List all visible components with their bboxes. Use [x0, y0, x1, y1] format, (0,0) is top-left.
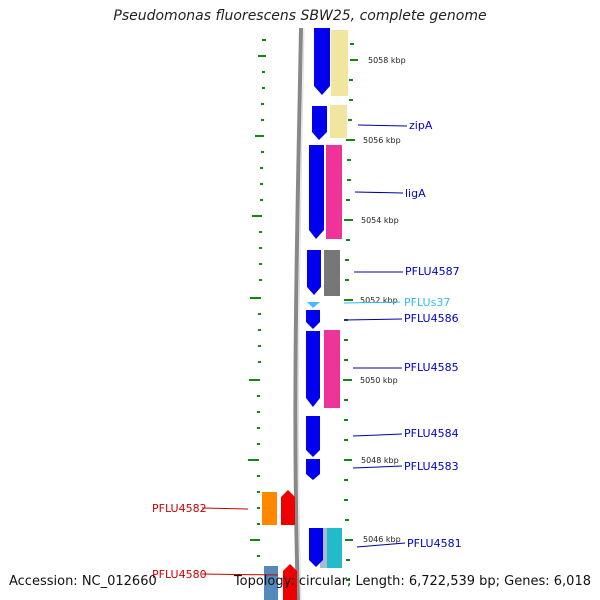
- gene-arrow-forward: [306, 416, 320, 457]
- cog-block-cyan: [327, 528, 342, 568]
- scale-tick-label: 5058 kbp: [368, 56, 406, 65]
- gene-arrow-forward: [309, 145, 324, 239]
- cog-block-yellow: [331, 30, 348, 96]
- gene-label: PFLU4587: [405, 265, 460, 278]
- gene-label: PFLU4583: [404, 460, 459, 473]
- gene-label: PFLU4580: [152, 568, 207, 581]
- gene-label: PFLU4585: [404, 361, 459, 374]
- forward-strand-genes: [306, 28, 330, 567]
- label-leader-rna: [343, 301, 401, 304]
- gene-arrow-forward: [306, 310, 320, 329]
- cog-color-column: [320, 30, 348, 568]
- gene-label: ligA: [405, 187, 426, 200]
- gene-label: PFLU4581: [407, 537, 462, 550]
- gene-arrow-forward: [306, 459, 320, 480]
- gene-block-orange: [262, 492, 277, 525]
- gene-arrow-forward: [307, 250, 321, 295]
- gene-arrow-forward: [312, 106, 327, 140]
- cog-block-pink: [326, 145, 342, 239]
- map-title: Pseudomonas fluorescens SBW25, complete …: [113, 8, 487, 24]
- gene-label: PFLU4586: [404, 312, 459, 325]
- label-leaders-reverse: [201, 507, 279, 576]
- scale-tick-label: 5048 kbp: [361, 456, 399, 465]
- scale-tick-label: 5056 kbp: [363, 136, 401, 145]
- gene-arrow-reverse: [283, 564, 297, 600]
- label-leaders: [343, 124, 408, 548]
- rna-marker: [307, 302, 320, 308]
- genome-backbone-highlight: [297, 27, 305, 600]
- gene-arrow-forward: [306, 331, 320, 407]
- gene-arrow-forward: [314, 28, 330, 95]
- gene-label: PFLU4582: [152, 502, 207, 515]
- cog-block-yellow: [330, 105, 347, 138]
- gene-arrow-forward: [309, 528, 323, 567]
- scale-tick-label: 5046 kbp: [363, 535, 401, 544]
- scale-tick-label: 5052 kbp: [360, 296, 398, 305]
- accession-text: Accession: NC_012660: [9, 574, 157, 589]
- cog-block-light: [320, 528, 327, 568]
- gene-label: zipA: [409, 119, 433, 132]
- gene-arrow-reverse: [281, 490, 295, 525]
- cog-block-gray: [324, 250, 340, 296]
- topology-text: Topology: circular; Length: 6,722,539 bp…: [233, 574, 591, 589]
- scale-tick-label: 5054 kbp: [361, 216, 399, 225]
- cog-block-pink: [324, 330, 340, 408]
- scale-tick-label: 5050 kbp: [360, 376, 398, 385]
- gene-label: PFLUs37: [404, 296, 450, 309]
- gene-label: PFLU4584: [404, 427, 459, 440]
- left-tick-column: [248, 39, 266, 557]
- genome-backbone: [293, 27, 303, 600]
